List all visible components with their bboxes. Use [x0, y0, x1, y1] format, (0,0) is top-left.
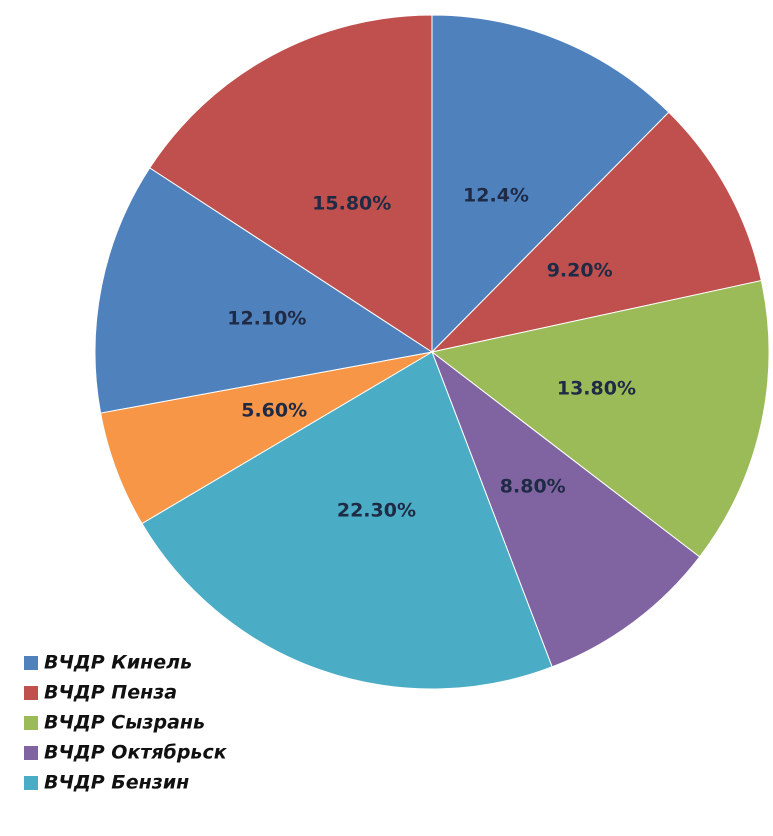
- data-label: 12.10%: [227, 307, 306, 329]
- pie-slice: [430, 279, 770, 558]
- pie-slice: [141, 351, 553, 690]
- pie-slice: [431, 14, 670, 354]
- legend-swatch: [24, 776, 38, 790]
- legend-label: ВЧДР Сызрань: [44, 712, 205, 734]
- pie-slice: [430, 350, 701, 668]
- data-label: 8.80%: [500, 476, 566, 498]
- legend-label: ВЧДР Пенза: [44, 682, 177, 704]
- pie-slice: [149, 14, 433, 353]
- legend-swatch: [24, 686, 38, 700]
- data-label: 22.30%: [337, 500, 416, 522]
- data-label: 5.60%: [241, 400, 307, 422]
- data-label: 9.20%: [547, 259, 613, 281]
- legend-label: ВЧДР Октябрьск: [44, 742, 228, 764]
- legend-label: ВЧДР Бензин: [44, 772, 189, 794]
- data-label: 12.4%: [463, 185, 529, 207]
- legend-swatch: [24, 656, 38, 670]
- legend-label: ВЧДР Кинель: [44, 652, 192, 674]
- pie-slice: [94, 167, 434, 414]
- legend-swatch: [24, 716, 38, 730]
- data-label: 15.80%: [312, 192, 391, 214]
- legend-swatch: [24, 746, 38, 760]
- data-label: 13.80%: [557, 377, 636, 399]
- pie-slice: [430, 111, 762, 353]
